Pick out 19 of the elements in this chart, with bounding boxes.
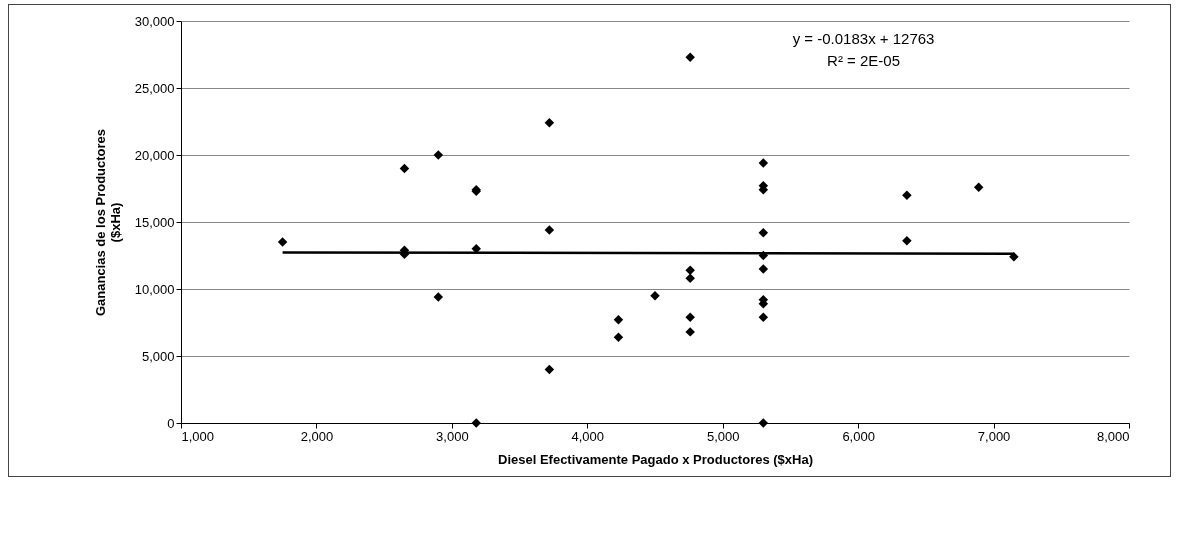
x-tick-label: 4,000 bbox=[571, 428, 605, 444]
x-tick-label: 8,000 bbox=[1096, 428, 1130, 444]
x-tick-label: 3,000 bbox=[436, 428, 469, 444]
x-tick-label: 1,000 bbox=[181, 428, 215, 444]
y-tick-label: 25,000 bbox=[134, 80, 175, 96]
y-tick-label: 15,000 bbox=[134, 214, 175, 230]
x-tick-label: 2,000 bbox=[300, 428, 334, 444]
x-tick-label: 6,000 bbox=[842, 428, 875, 444]
y-tick-label: 20,000 bbox=[134, 147, 175, 163]
annotation: y = -0.0183x + 12763 bbox=[792, 30, 935, 47]
x-tick-label: 7,000 bbox=[977, 428, 1011, 444]
y-axis-title: Ganancias de los Productores ($xHa) bbox=[92, 128, 123, 317]
y-tick-label: 30,000 bbox=[134, 13, 175, 29]
y-tick-label: 0 bbox=[167, 415, 175, 431]
x-axis-title: Diesel Efectivamente Pagado x Productores ($xHa) bbox=[497, 451, 814, 467]
y-tick-label: 5,000 bbox=[141, 348, 175, 364]
annotation: R² = 2E-05 bbox=[827, 52, 901, 69]
y-tick-label: 10,000 bbox=[134, 281, 175, 297]
x-tick-label: 5,000 bbox=[706, 428, 740, 444]
